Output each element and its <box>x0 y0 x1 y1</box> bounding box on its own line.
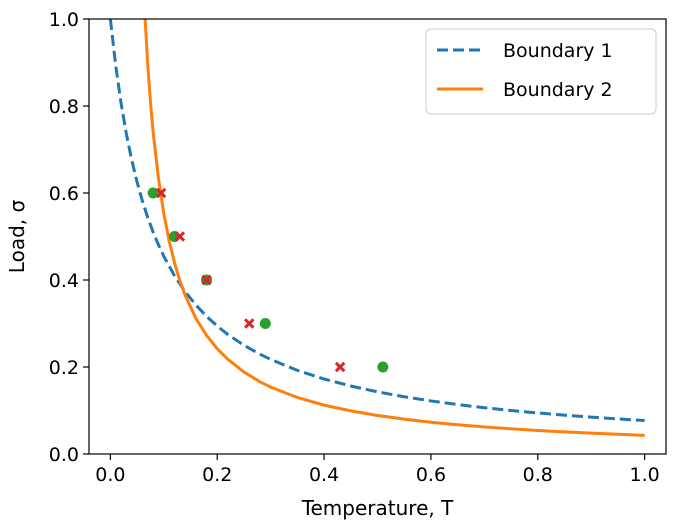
y-tick-label: 0.2 <box>49 357 79 379</box>
legend-label-boundary-1: Boundary 1 <box>503 40 613 62</box>
legend-label-boundary-2: Boundary 2 <box>503 79 613 101</box>
y-tick-label: 0.8 <box>49 96 79 118</box>
x-tick-label: 1.0 <box>630 464 660 486</box>
data-point-circle <box>147 187 159 199</box>
y-tick-label: 1.0 <box>49 9 79 31</box>
series-line-1 <box>108 19 645 423</box>
series-line-2 <box>143 19 645 437</box>
x-tick-label: 0.4 <box>309 464 339 486</box>
x-tick-label: 0.6 <box>416 464 446 486</box>
y-axis-label: Load, σ <box>5 199 29 273</box>
data-point-x <box>334 361 346 373</box>
data-point-circle <box>259 318 271 329</box>
x-tick-label: 0.8 <box>523 464 553 486</box>
data-point-x <box>244 318 255 329</box>
data-point-x <box>174 231 186 242</box>
x-tick-label: 0.2 <box>202 464 232 486</box>
ticks: 0.0 0.2 0.4 0.6 0.8 1.0 0.0 0.2 0.4 0.6 0.8 1.0 <box>49 9 660 486</box>
data-point-x <box>155 187 167 199</box>
axes-frame <box>88 18 667 455</box>
data-point-circle <box>377 361 389 373</box>
y-tick-label: 0.6 <box>49 183 79 205</box>
x-axis-label: Temperature, T <box>301 496 454 520</box>
plot-area <box>108 19 645 437</box>
y-tick-label: 0.4 <box>49 270 79 292</box>
legend-box <box>425 28 657 115</box>
data-point-x <box>201 274 212 286</box>
legend: Boundary 1 Boundary 2 <box>425 28 657 115</box>
x-tick-label: 0.0 <box>95 464 125 486</box>
y-tick-label: 0.0 <box>49 444 79 466</box>
